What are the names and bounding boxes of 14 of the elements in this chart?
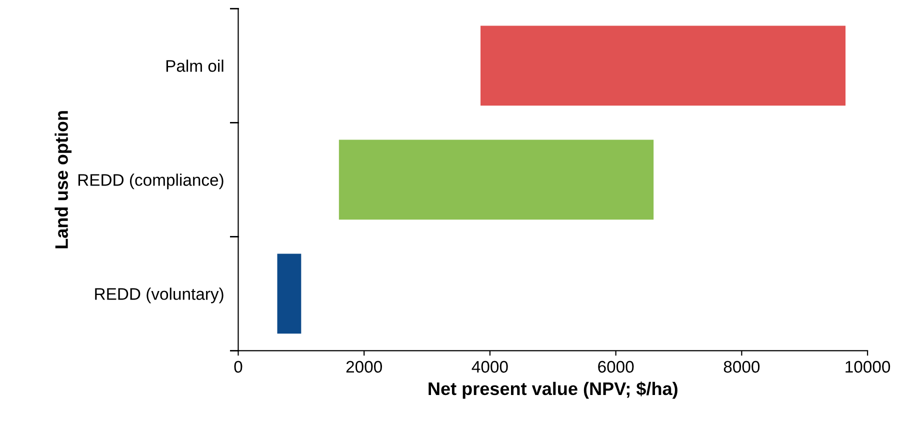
bar bbox=[277, 254, 302, 334]
x-tick-label: 8000 bbox=[724, 360, 760, 373]
bar bbox=[338, 140, 654, 220]
x-tick-label: 10000 bbox=[846, 360, 890, 373]
y-axis-title: Land use option bbox=[54, 111, 72, 248]
x-tick-label: 6000 bbox=[598, 360, 634, 373]
y-tick-label: Palm oil bbox=[166, 60, 224, 72]
y-tick-label: REDD (compliance) bbox=[78, 174, 224, 190]
x-tick-label: 2000 bbox=[346, 360, 382, 373]
y-tick-label: REDD (voluntary) bbox=[95, 288, 224, 304]
x-tick-label: 4000 bbox=[472, 360, 508, 373]
x-axis-title: Net present value (NPV; $/ha) bbox=[428, 382, 678, 399]
bar bbox=[480, 26, 846, 106]
x-tick-label: 0 bbox=[234, 360, 242, 373]
